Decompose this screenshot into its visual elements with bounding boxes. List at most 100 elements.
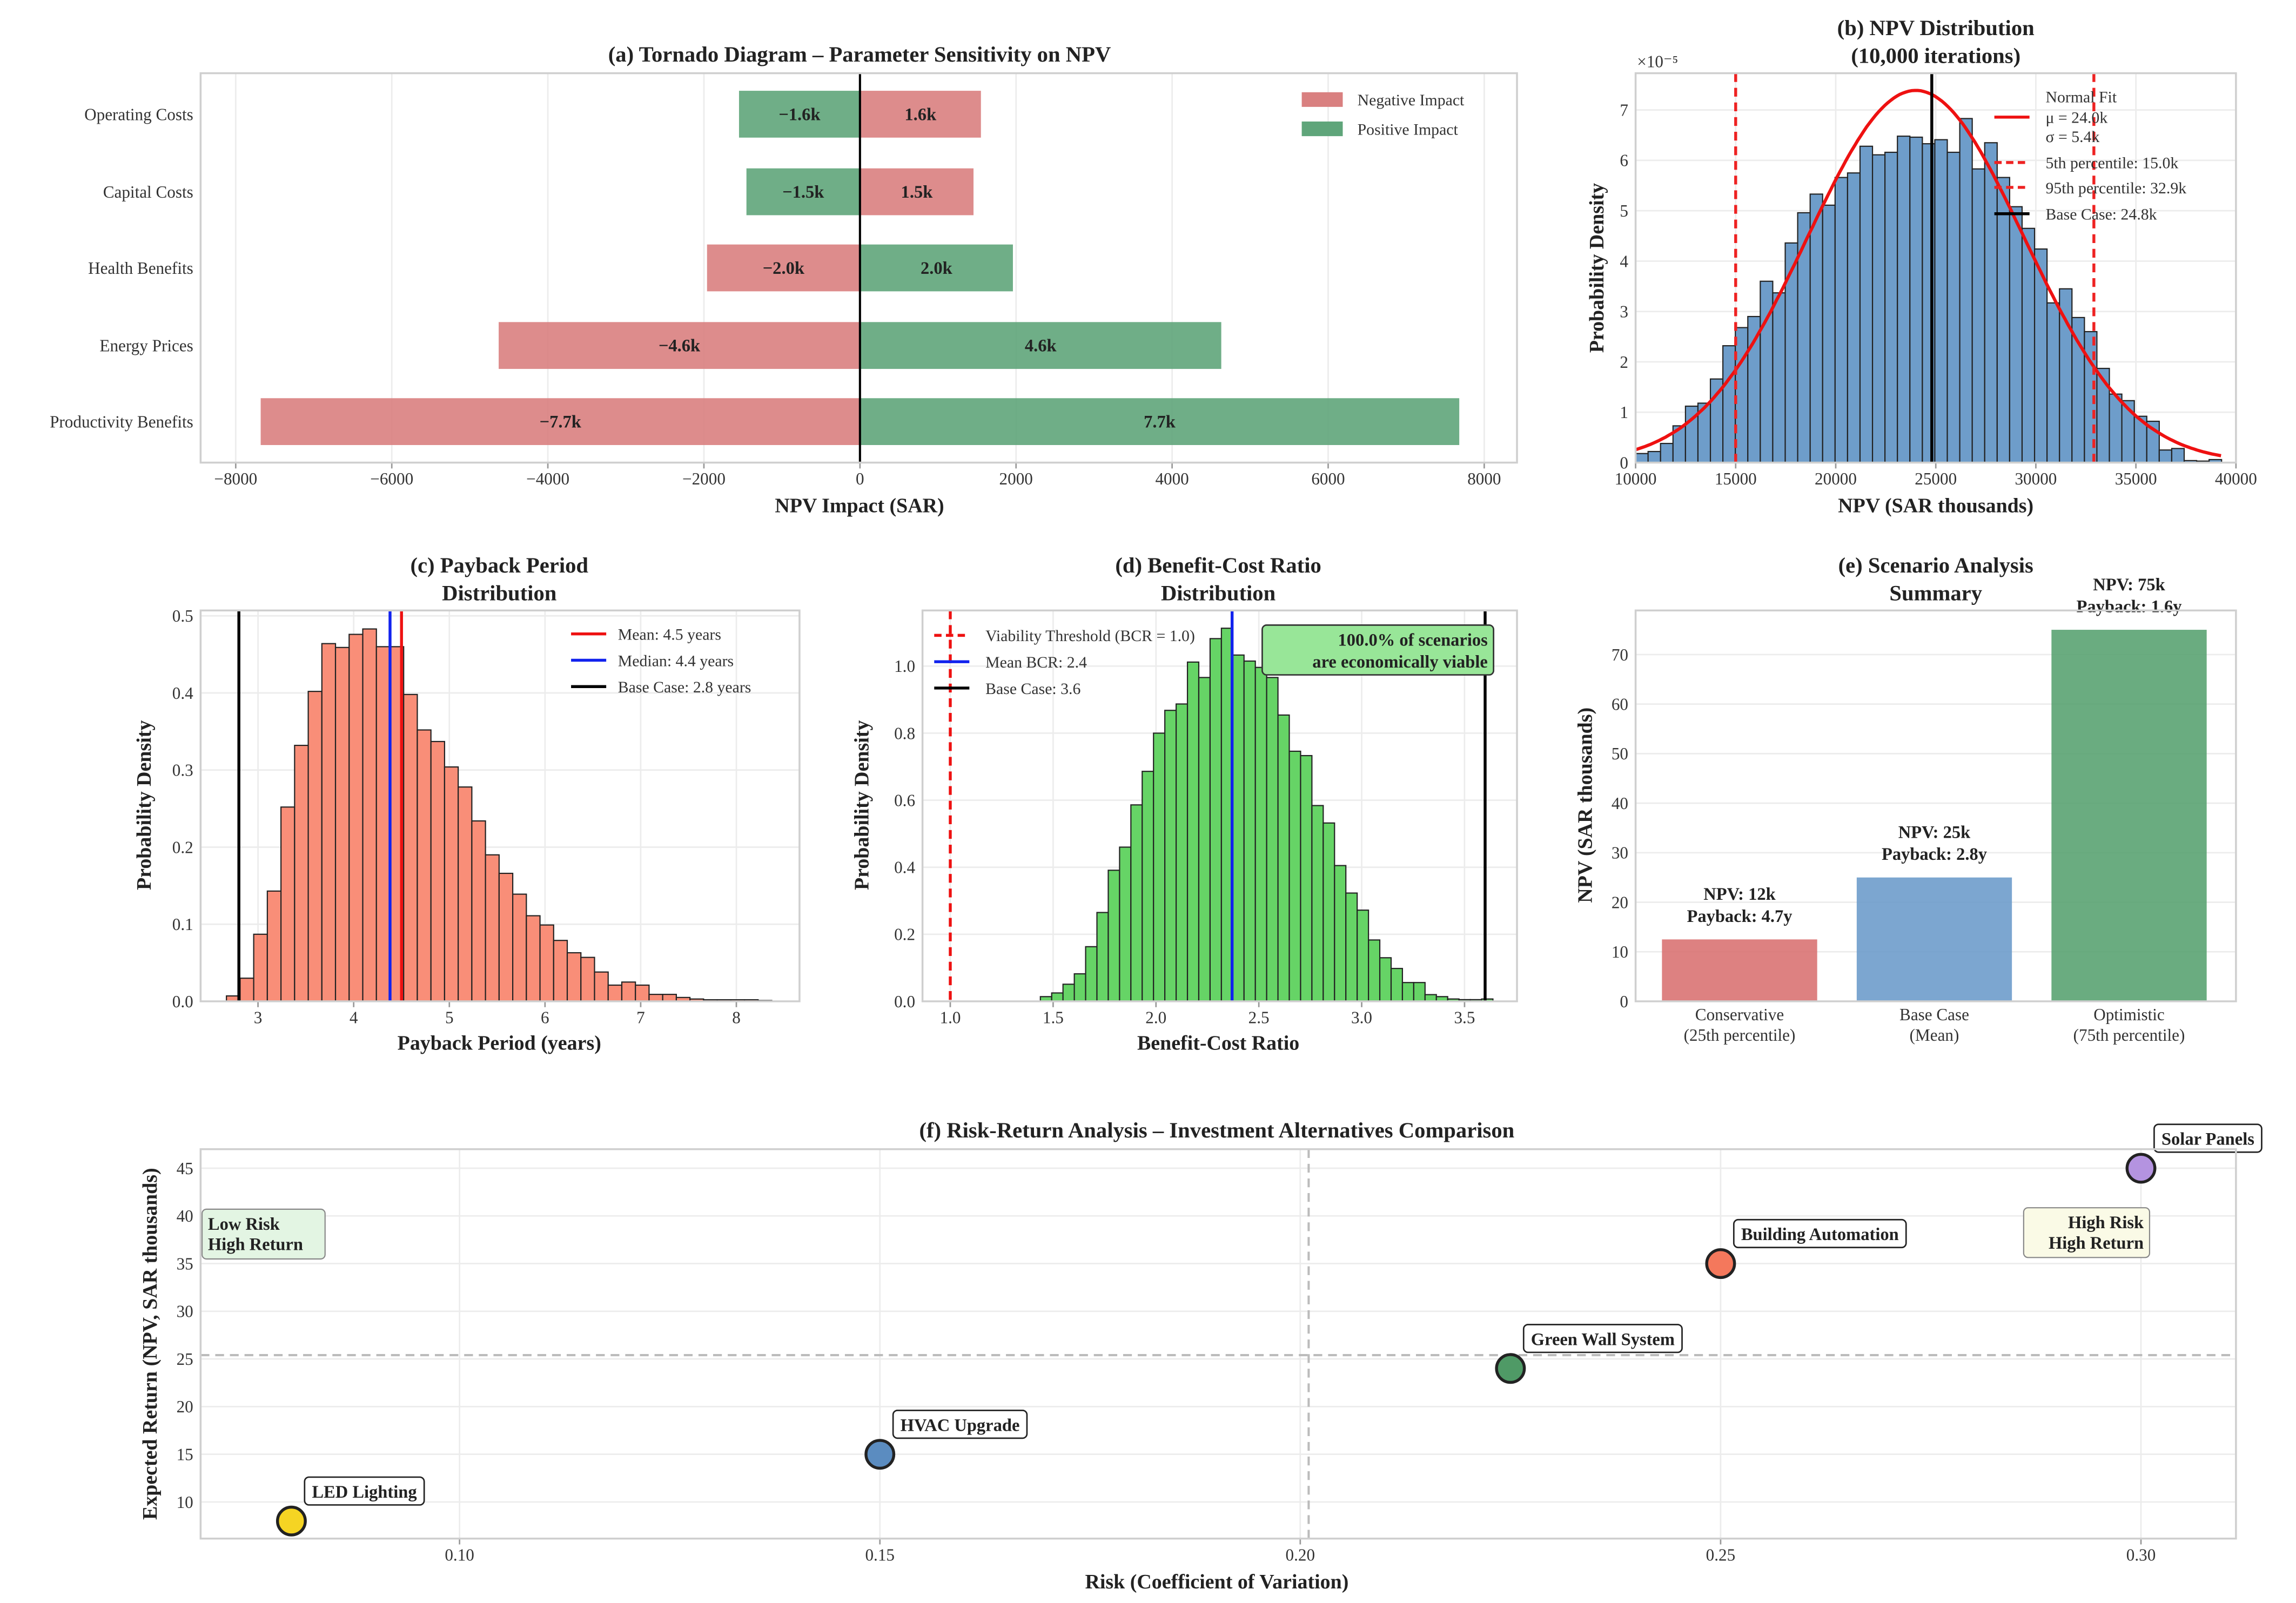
histogram-bar	[1897, 136, 1911, 463]
x-tick-label: 3.0	[1351, 1008, 1372, 1027]
histogram-bar	[1198, 677, 1211, 1002]
histogram-bar	[1368, 939, 1381, 1002]
x-tick-label: 2.5	[1248, 1008, 1270, 1027]
bar-low	[746, 168, 860, 215]
histogram-bar	[1647, 450, 1661, 463]
quadrant-label: High Risk	[2068, 1213, 2144, 1232]
y-axis-label: Probability Density	[133, 720, 156, 890]
chart-title-line2: Distribution	[442, 581, 556, 605]
y-tick-label: 70	[1612, 645, 1628, 664]
y-axis-label: Expected Return (NPV, SAR thousands)	[139, 1168, 162, 1520]
panel-f	[200, 1149, 2236, 1545]
plot-frame	[199, 609, 801, 1002]
histogram-bar	[1322, 822, 1335, 1002]
x-axis-label: Payback Period (years)	[398, 1032, 601, 1054]
legend-label: σ = 5.4k	[2046, 128, 2100, 146]
y-tick-label: 0.1	[172, 915, 193, 934]
legend-label: Base Case: 24.8k	[2046, 206, 2157, 224]
point-label: LED Lighting	[312, 1483, 417, 1502]
histogram-bar	[1107, 870, 1120, 1002]
histogram-bar	[1277, 714, 1290, 1002]
y-tick-label: 0.0	[172, 992, 193, 1011]
histogram-bar	[334, 646, 350, 1002]
histogram-bar	[1266, 677, 1279, 1002]
histogram-bar	[1847, 172, 1861, 463]
category-label: Capital Costs	[103, 183, 193, 201]
histogram-bar	[1834, 177, 1848, 463]
y-tick-label: 0.2	[894, 925, 915, 944]
legend-label: 5th percentile: 15.0k	[2046, 154, 2179, 172]
histogram-bar	[1390, 968, 1404, 1002]
y-tick-label: 25	[177, 1350, 193, 1369]
plot-frame	[1634, 72, 2237, 464]
bar-value-label: Payback: 2.8y	[1882, 845, 1987, 864]
histogram-bar	[253, 933, 268, 1002]
histogram-bar	[2158, 449, 2173, 463]
y-tick-label: 40	[1612, 794, 1628, 813]
bar-low	[260, 398, 860, 446]
histogram-bar	[498, 872, 514, 1002]
scenario-bar	[1662, 939, 1817, 1001]
x-tick-label: 40000	[2215, 469, 2257, 488]
x-tick-label: 35000	[2115, 469, 2157, 488]
bar-value-label: −7.7k	[540, 412, 582, 432]
y-tick-label: 30	[1612, 844, 1628, 863]
x-tick-label: −2000	[682, 469, 726, 488]
category-label: Productivity Benefits	[50, 412, 193, 431]
histogram-bar	[375, 646, 391, 1002]
histogram-bar	[2009, 206, 2023, 463]
x-tick-label: 2000	[999, 469, 1033, 488]
plot-frame	[1634, 609, 2237, 1002]
x-tick-label: 8	[732, 1008, 741, 1027]
bar-low	[499, 322, 860, 369]
histogram-bar	[1859, 145, 1874, 463]
histogram-bar	[1345, 892, 1358, 1002]
histogram-bar	[1401, 982, 1414, 1002]
scenario-bar	[2051, 630, 2207, 1001]
histogram-bar	[1254, 666, 1267, 1002]
legend-label: Base Case: 2.8 years	[618, 678, 751, 696]
quadrant-label: High Return	[2049, 1234, 2144, 1253]
histogram-bar	[1300, 755, 1313, 1002]
x-axis-label: NPV Impact (SAR)	[775, 495, 944, 517]
histogram-bar	[348, 634, 364, 1002]
y-tick-label: 0.4	[894, 858, 915, 877]
bar-value-label: NPV: 25k	[1898, 823, 1971, 842]
histogram-bar	[1130, 804, 1143, 1002]
bar-value-label: 2.0k	[921, 259, 953, 278]
normal-fit-curve	[1635, 89, 2221, 457]
y-tick-label: 1	[1620, 403, 1628, 422]
histogram-bar	[526, 915, 541, 1002]
histogram-bar	[648, 994, 663, 1002]
x-tick-label: 3.5	[1454, 1008, 1475, 1027]
histogram-bar	[607, 984, 623, 1002]
histogram-bar	[1119, 846, 1132, 1002]
histogram-bar	[566, 952, 582, 1002]
y-tick-label: 5	[1620, 201, 1628, 220]
histogram-bar	[1243, 660, 1256, 1002]
y-tick-label: 0	[1620, 453, 1628, 472]
quadrant-label-box	[2023, 1207, 2151, 1258]
x-tick-label: 4	[350, 1008, 358, 1027]
bar-value-label: 1.5k	[901, 183, 934, 202]
histogram-bar	[1232, 654, 1245, 1002]
point-label-box	[1522, 1324, 1683, 1353]
histogram-bar	[621, 981, 636, 1002]
annotation-text: are economically viable	[1312, 652, 1488, 672]
chart-title: (f) Risk-Return Analysis – Investment Al…	[919, 1118, 1514, 1142]
bar-value-label: NPV: 75k	[2093, 575, 2165, 595]
y-axis-label: Probability Density	[850, 720, 873, 890]
chart-title: (b) NPV Distribution	[1837, 16, 2035, 40]
legend-label: μ = 24.0k	[2046, 109, 2108, 127]
plot-frame	[199, 1148, 2237, 1540]
quadrant-label: Low Risk	[208, 1215, 280, 1234]
y-tick-label: 0	[1620, 992, 1628, 1011]
point-label: Building Automation	[1741, 1225, 1899, 1244]
legend-label: Mean: 4.5 years	[618, 625, 721, 643]
y-tick-label: 20	[177, 1397, 193, 1416]
legend-label: 95th percentile: 32.9k	[2046, 179, 2187, 197]
investment-point	[1495, 1353, 1526, 1384]
quadrant-label-box	[201, 1208, 326, 1260]
x-category-label: (25th percentile)	[1684, 1026, 1796, 1045]
y-scale-label: ×10⁻⁵	[1637, 52, 1678, 71]
